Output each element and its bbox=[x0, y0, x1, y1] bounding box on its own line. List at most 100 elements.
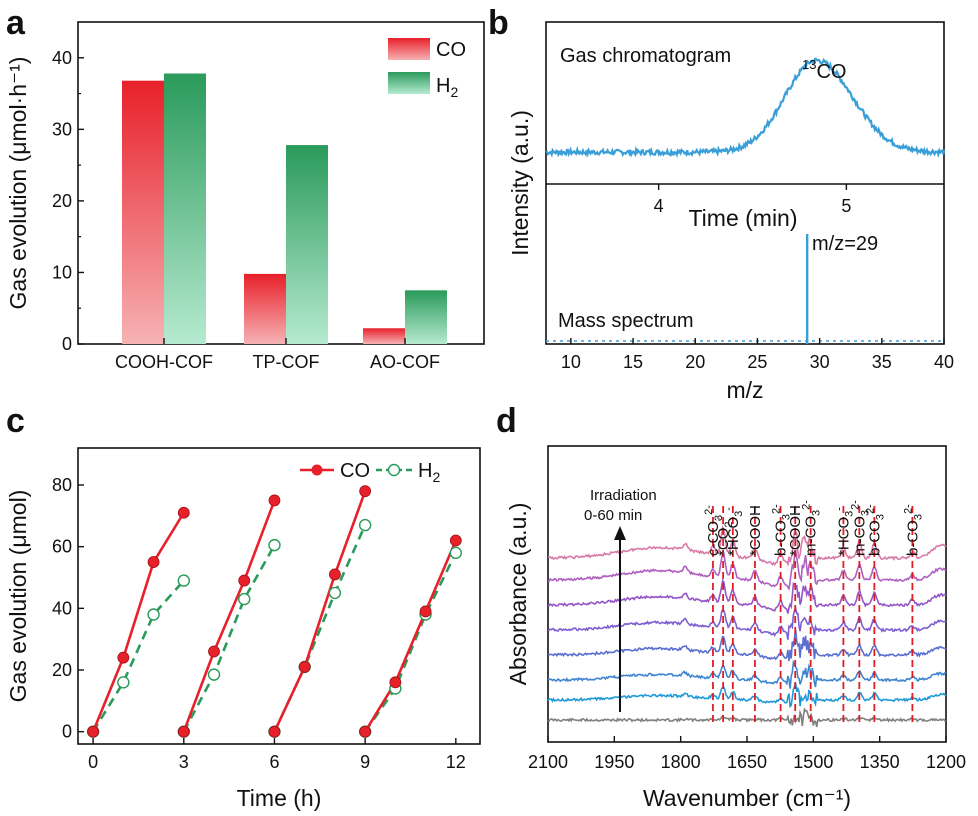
panel-labels: a b c d bbox=[6, 4, 517, 440]
x-tick-label: 6 bbox=[269, 752, 279, 772]
y-tick-label: 10 bbox=[52, 262, 72, 282]
co-point bbox=[117, 651, 130, 664]
panel-c-cycle-chart: 0 20 40 60 80 0 3 6 9 12 Time (h) Gas evolution … bbox=[5, 447, 481, 811]
legend-marker-co bbox=[311, 464, 323, 476]
x-tick-label: 0 bbox=[88, 752, 98, 772]
gc-x-tick-label: 4 bbox=[654, 196, 664, 216]
band-label-1632: *COOH bbox=[747, 505, 764, 556]
panel-label-c: c bbox=[6, 402, 25, 440]
co-line-cycle-2 bbox=[182, 499, 276, 733]
panel-d-drifts: c-CO32-*CO2- *HCO3- *COOH b-CO32- *COOHm-CO3… bbox=[505, 445, 966, 811]
y-tick-label: 0 bbox=[62, 334, 72, 354]
irradiation-range: 0-60 min bbox=[584, 507, 642, 524]
y-tick-label: 0 bbox=[62, 722, 72, 742]
panel-b-y-axis-label: Intensity (a.u.) bbox=[507, 110, 533, 256]
ms-subplot-label: Mass spectrum bbox=[558, 310, 694, 332]
legend-label-co: CO bbox=[340, 460, 370, 482]
x-tick-label: 1200 bbox=[926, 752, 966, 772]
legend-label-co: CO bbox=[436, 39, 466, 61]
h2-point bbox=[177, 574, 190, 587]
band-label-1362: b-CO32- bbox=[864, 504, 886, 556]
gc-subplot-label: Gas chromatogram bbox=[560, 45, 731, 67]
h2-line-cycle-4 bbox=[364, 552, 457, 733]
band-label-1506: m-CO32- bbox=[801, 500, 823, 556]
legend-swatch-h2 bbox=[388, 72, 430, 94]
ms-x-tick-label: 30 bbox=[810, 352, 830, 372]
band-label-1704: *CO2- bbox=[713, 518, 735, 556]
co-point bbox=[359, 725, 372, 738]
y-tick-label: 40 bbox=[52, 598, 72, 618]
bar-co-ao-cof bbox=[363, 328, 405, 344]
x-tick-label: AO-COF bbox=[370, 352, 440, 372]
band-label-1396: m-CO32- bbox=[849, 500, 871, 556]
panel-c-legend: CO H2 bbox=[300, 460, 440, 485]
h2-point bbox=[147, 608, 160, 621]
ms-x-tick-label: 40 bbox=[934, 352, 954, 372]
band-label-1727: c-CO32- bbox=[703, 505, 725, 556]
co-point bbox=[268, 494, 281, 507]
y-tick-label: 40 bbox=[52, 48, 72, 68]
ms-peak-annotation: m/z=29 bbox=[812, 233, 878, 255]
co-line-cycle-4 bbox=[364, 539, 458, 733]
band-label-1432: *HCO3- bbox=[833, 507, 855, 556]
y-tick-label: 20 bbox=[52, 191, 72, 211]
panel-c-frame bbox=[77, 447, 481, 745]
bar-h2-ao-cof bbox=[405, 290, 447, 344]
co-point bbox=[177, 725, 190, 738]
y-tick-label: 60 bbox=[52, 537, 72, 557]
panel-b-gc-ms: 4 5 Gas chromatogram 13CO Time (min) m/z=… bbox=[507, 21, 954, 403]
x-tick-label: 3 bbox=[179, 752, 189, 772]
x-tick-label: 1350 bbox=[860, 752, 900, 772]
bar-co-tp-cof bbox=[244, 273, 286, 344]
irradiation-label: Irradiation bbox=[590, 487, 657, 504]
spectrum-curve-1 bbox=[547, 707, 947, 728]
ms-x-tick-label: 15 bbox=[623, 352, 643, 372]
x-tick-label: 1950 bbox=[594, 752, 634, 772]
co-point bbox=[389, 676, 402, 689]
x-tick-label: 2100 bbox=[528, 752, 568, 772]
ms-x-tick-label: 35 bbox=[872, 352, 892, 372]
ms-x-axis-label: m/z bbox=[726, 377, 763, 403]
ms-x-tick-label: 10 bbox=[561, 352, 581, 372]
co-point bbox=[359, 485, 372, 498]
spectrum-curve-3 bbox=[547, 659, 947, 689]
h2-point bbox=[328, 586, 342, 600]
spectrum-curve-4 bbox=[547, 629, 947, 662]
gc-peak-label: 13CO bbox=[802, 57, 846, 83]
h2-point bbox=[238, 592, 251, 606]
legend-swatch-co bbox=[388, 38, 430, 60]
gc-curve bbox=[545, 57, 946, 159]
h2-point bbox=[117, 676, 130, 689]
co-point bbox=[147, 556, 160, 568]
x-tick-label: 12 bbox=[446, 752, 466, 772]
bar-h2-cooh-cof bbox=[164, 73, 206, 345]
panel-label-a: a bbox=[6, 4, 26, 42]
legend-label-h2: H2 bbox=[418, 460, 440, 485]
bar-co-cooh-cof bbox=[122, 80, 164, 345]
co-point bbox=[87, 725, 100, 738]
co-line-cycle-1 bbox=[91, 512, 185, 733]
co-point bbox=[208, 645, 220, 658]
h2-line-cycle-2 bbox=[182, 544, 276, 733]
y-tick-label: 20 bbox=[52, 660, 72, 680]
x-tick-label: 9 bbox=[360, 752, 370, 772]
co-point bbox=[449, 534, 462, 547]
co-line-cycle-3 bbox=[273, 490, 367, 733]
band-label-1276: b-CO32- bbox=[902, 504, 924, 556]
co-point bbox=[329, 568, 341, 581]
irradiation-arrowhead bbox=[614, 526, 626, 540]
x-tick-label: 1500 bbox=[793, 752, 833, 772]
legend-marker-h2 bbox=[387, 463, 401, 477]
panel-a-y-axis-label: Gas evolution (μmol·h⁻¹) bbox=[5, 57, 31, 310]
co-point bbox=[268, 725, 281, 738]
panel-c-x-axis-label: Time (h) bbox=[237, 785, 322, 811]
spectrum-curve-7 bbox=[547, 549, 947, 591]
panel-a-legend: CO H2 bbox=[388, 38, 466, 100]
h2-point bbox=[268, 538, 281, 552]
spectrum-curve-2 bbox=[547, 682, 947, 708]
co-point bbox=[177, 506, 190, 519]
co-point bbox=[419, 605, 432, 618]
band-label-1541: *COOH bbox=[787, 505, 804, 556]
legend-label-h2: H2 bbox=[436, 75, 458, 100]
